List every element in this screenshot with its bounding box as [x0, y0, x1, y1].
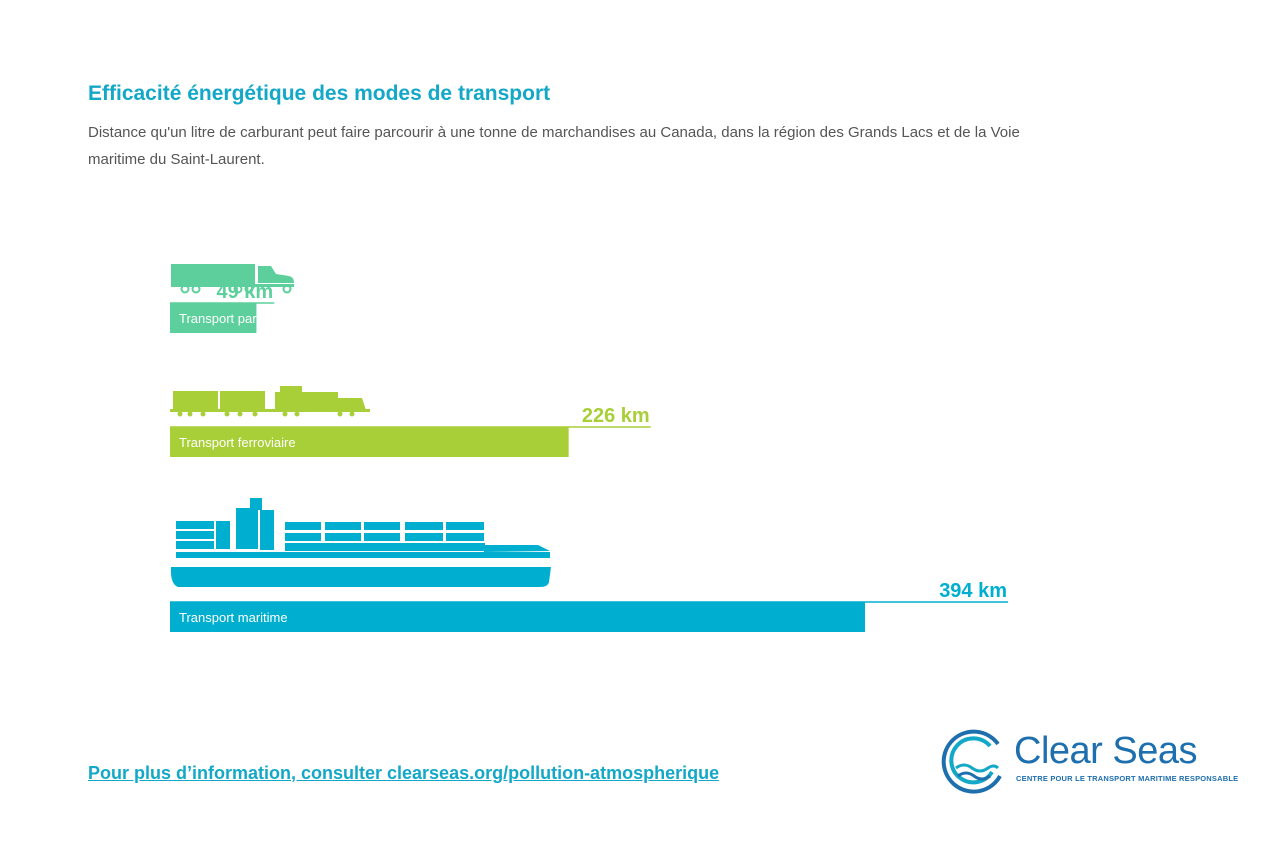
logo-wordmark: Clear Seas [1014, 730, 1197, 772]
category-label: Transport maritime [179, 610, 288, 625]
page-subtitle: Distance qu'un litre de carburant peut f… [88, 124, 1020, 168]
value-label: 226 km [582, 405, 650, 427]
transport-efficiency-chart: Transport par camion 49 km Transport ferro… [170, 264, 1009, 632]
train-icon [170, 386, 370, 417]
category-label: Transport par camion [179, 311, 302, 326]
truck-icon [171, 264, 294, 294]
ship-icon [170, 498, 551, 587]
wave-logo-icon [941, 729, 1002, 794]
value-label: 49 km [217, 281, 274, 303]
bars-layer: Transport par camion 49 km Transport ferro… [170, 281, 1009, 632]
bar [170, 303, 257, 333]
value-label: 394 km [939, 580, 1007, 602]
logo-tagline: CENTRE POUR LE TRANSPORT MARITIME RESPON… [1016, 774, 1239, 783]
category-label: Transport ferroviaire [179, 435, 296, 450]
bar [170, 427, 569, 457]
bar [170, 602, 866, 632]
more-info-link[interactable]: Pour plus d’information, consulter clear… [88, 763, 720, 783]
page-title: Efficacité énergétique des modes de tran… [88, 82, 551, 105]
clear-seas-logo: Clear Seas CENTRE POUR LE TRANSPORT MARI… [938, 726, 1238, 798]
